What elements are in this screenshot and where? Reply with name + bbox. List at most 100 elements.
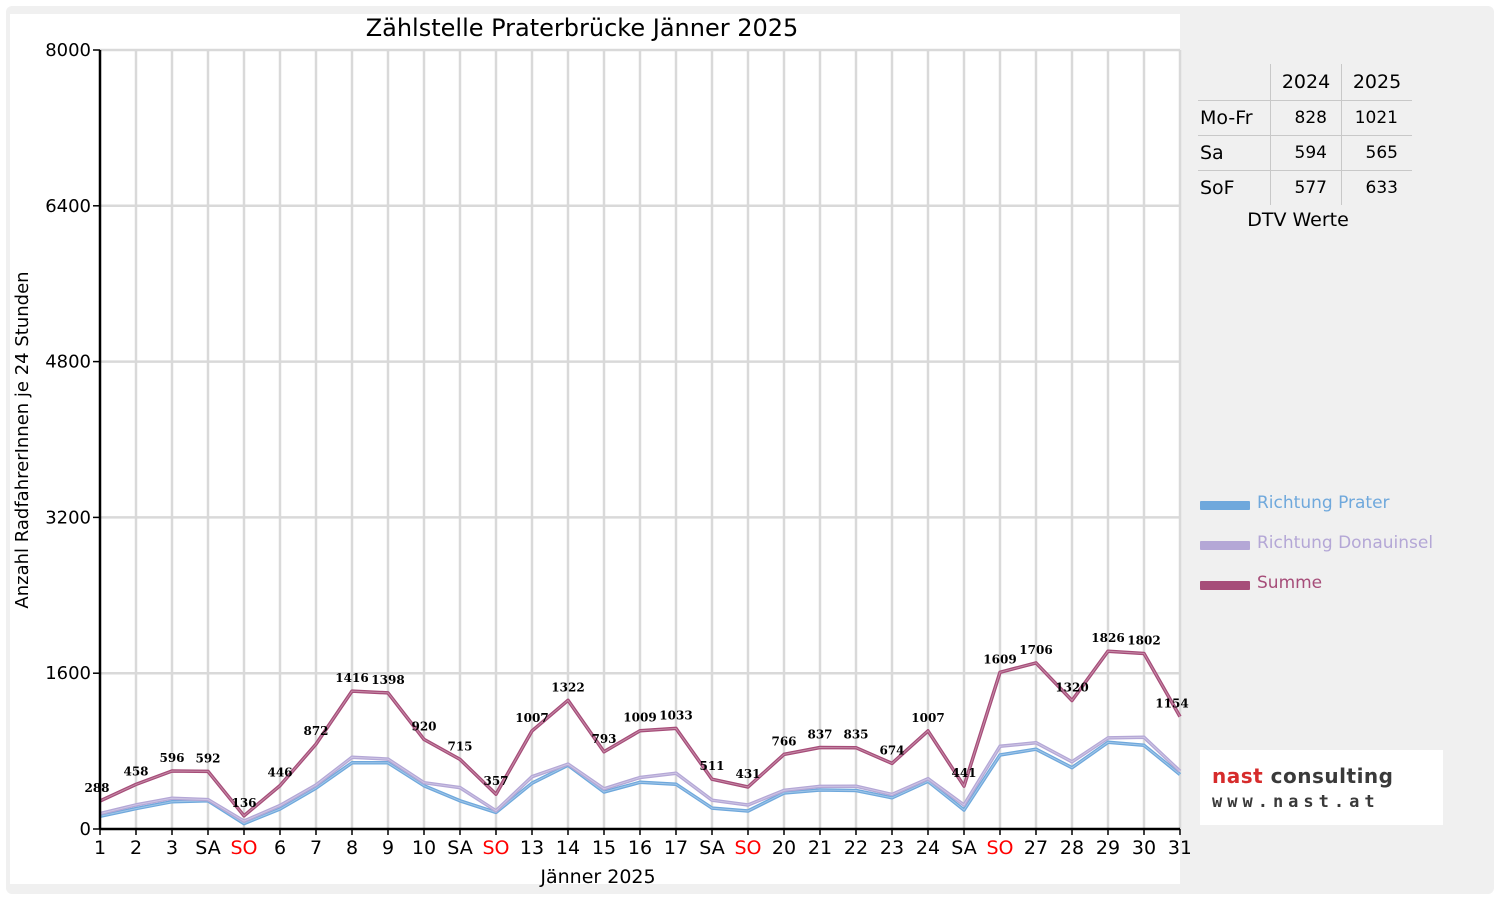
x-tick-label: SO bbox=[482, 837, 509, 859]
data-label: 1154 bbox=[1155, 697, 1188, 711]
series-lines bbox=[99, 649, 1182, 826]
x-tick-label: 14 bbox=[556, 837, 580, 859]
x-tick-label: 21 bbox=[808, 837, 832, 859]
data-label: 357 bbox=[483, 774, 508, 788]
series-line bbox=[99, 740, 1182, 826]
series-line-highlight bbox=[99, 736, 1181, 822]
dtv-value-2024: 828 bbox=[1270, 100, 1342, 136]
x-tick-label: 30 bbox=[1132, 837, 1156, 859]
data-label: 1706 bbox=[1019, 643, 1052, 657]
dtv-header-2025: 2025 bbox=[1341, 64, 1412, 101]
x-tick-label: SA bbox=[447, 837, 472, 859]
nast-consulting-logo: nast consulting www.nast.at bbox=[1200, 750, 1443, 825]
dtv-caption: DTV Werte bbox=[1247, 209, 1349, 231]
dtv-row-sa: Sa 594 565 bbox=[1198, 135, 1412, 171]
x-tick-label: 20 bbox=[772, 837, 796, 859]
y-tick-label: 6400 bbox=[45, 196, 91, 217]
x-axis-label: Jänner 2025 bbox=[539, 866, 655, 888]
x-tick-label: 16 bbox=[628, 837, 652, 859]
x-tick-label: SA bbox=[195, 837, 220, 859]
x-tick-label: SO bbox=[734, 837, 761, 859]
data-label: 596 bbox=[159, 751, 184, 765]
x-tick-label: SA bbox=[951, 837, 976, 859]
data-label: 1320 bbox=[1055, 680, 1088, 694]
legend-swatch bbox=[1200, 501, 1250, 510]
dtv-table: 2024 2025 Mo-Fr 828 1021 Sa 594 565 SoF … bbox=[1198, 64, 1412, 231]
data-label: 458 bbox=[123, 764, 148, 778]
x-tick-label: 9 bbox=[382, 837, 394, 859]
x-tick-label: 15 bbox=[592, 837, 616, 859]
legend-swatch bbox=[1200, 581, 1250, 590]
series-line-highlight bbox=[99, 741, 1181, 825]
x-tick-label: 3 bbox=[166, 837, 178, 859]
x-tick-label: 2 bbox=[130, 837, 142, 859]
dtv-row-sof: SoF 577 633 bbox=[1198, 170, 1412, 205]
data-label: 1007 bbox=[911, 711, 944, 725]
x-tick-label: 31 bbox=[1168, 837, 1190, 859]
data-label: 431 bbox=[735, 767, 760, 781]
x-tick-label: SA bbox=[699, 837, 724, 859]
dtv-header-empty bbox=[1198, 64, 1271, 101]
data-label: 715 bbox=[447, 739, 472, 753]
legend-swatch bbox=[1200, 541, 1250, 550]
legend-label: Richtung Prater bbox=[1257, 493, 1390, 513]
data-label: 288 bbox=[84, 781, 109, 795]
y-tick-label: 0 bbox=[80, 819, 91, 840]
x-tick-label: 8 bbox=[346, 837, 358, 859]
dtv-value-2025: 633 bbox=[1341, 170, 1412, 205]
x-tick-label: 23 bbox=[880, 837, 904, 859]
logo-wordmark: nast consulting bbox=[1212, 764, 1394, 788]
x-tick-label: SO bbox=[230, 837, 257, 859]
x-tick-label: 28 bbox=[1060, 837, 1084, 859]
x-tick-label: SO bbox=[986, 837, 1013, 859]
grid bbox=[100, 48, 1182, 829]
logo-url: www.nast.at bbox=[1212, 792, 1380, 812]
data-label: 1802 bbox=[1127, 634, 1160, 648]
data-label: 835 bbox=[843, 728, 868, 742]
data-label: 1033 bbox=[659, 708, 692, 722]
x-tick-label: 22 bbox=[844, 837, 868, 859]
data-labels: 288 458 596 592 136 446 872 1416 1398 920 715 357 10… bbox=[84, 631, 1188, 810]
legend-label: Richtung Donauinsel bbox=[1257, 533, 1434, 553]
data-label: 872 bbox=[303, 724, 328, 738]
x-tick-label: 13 bbox=[520, 837, 544, 859]
data-label: 1609 bbox=[983, 652, 1016, 666]
x-tick-label: 17 bbox=[664, 837, 688, 859]
dtv-value-2024: 594 bbox=[1270, 135, 1342, 171]
data-label: 1322 bbox=[551, 680, 584, 694]
x-tick-label: 10 bbox=[412, 837, 436, 859]
data-label: 511 bbox=[699, 759, 724, 773]
y-tick-label: 8000 bbox=[45, 40, 91, 61]
data-label: 1007 bbox=[515, 711, 548, 725]
x-tick-label: 27 bbox=[1024, 837, 1048, 859]
x-tick-label: 24 bbox=[916, 837, 940, 859]
series-line bbox=[99, 649, 1182, 818]
y-axis-label: Anzahl RadfahrerInnen je 24 Stunden bbox=[12, 271, 33, 608]
data-label: 766 bbox=[771, 734, 796, 748]
dtv-row-label: SoF bbox=[1200, 177, 1235, 199]
dtv-value-2025: 565 bbox=[1341, 135, 1412, 171]
data-label: 837 bbox=[807, 727, 832, 741]
legend-label: Summe bbox=[1257, 573, 1323, 593]
data-label: 1416 bbox=[335, 671, 368, 685]
series-line bbox=[99, 735, 1182, 823]
dtv-header-row: 2024 2025 bbox=[1198, 64, 1412, 101]
data-label: 674 bbox=[879, 743, 904, 757]
x-tick-label: 1 bbox=[94, 837, 106, 859]
data-label: 793 bbox=[591, 732, 616, 746]
data-label: 1009 bbox=[623, 711, 656, 725]
series-line-highlight bbox=[99, 650, 1181, 817]
y-tick-label: 3200 bbox=[45, 507, 91, 528]
dtv-row-label: Sa bbox=[1198, 135, 1271, 171]
dtv-row-label: Mo-Fr bbox=[1198, 100, 1271, 136]
data-label: 446 bbox=[267, 766, 292, 780]
x-tick-label: 7 bbox=[310, 837, 322, 859]
data-label: 136 bbox=[231, 796, 256, 810]
x-tick-label: 6 bbox=[274, 837, 286, 859]
dtv-value-2025: 1021 bbox=[1341, 100, 1412, 136]
chart-title: Zählstelle Praterbrücke Jänner 2025 bbox=[366, 14, 799, 42]
x-tick-label: 29 bbox=[1096, 837, 1120, 859]
data-label: 1398 bbox=[371, 673, 404, 687]
